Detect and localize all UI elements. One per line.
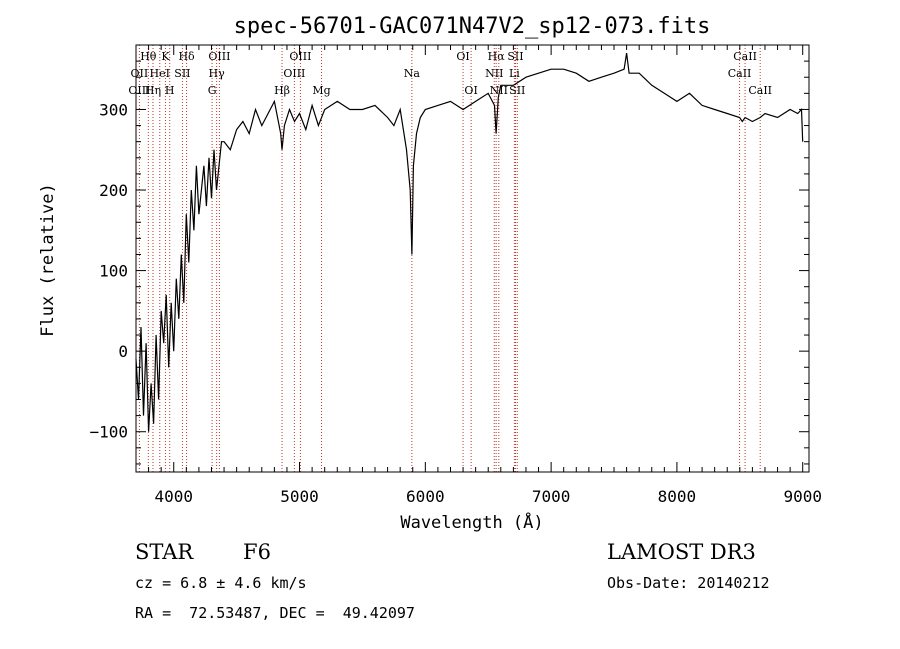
x-axis-label: Wavelength (Å) bbox=[400, 511, 543, 533]
line-marker-label: Hα bbox=[488, 50, 506, 63]
line-marker-label: OIII bbox=[283, 67, 305, 80]
flux-series-line bbox=[135, 53, 804, 432]
line-marker-label: CaII bbox=[748, 84, 772, 97]
line-marker-label: OII bbox=[131, 67, 149, 80]
y-tick-label: 300 bbox=[99, 100, 128, 119]
line-marker-label: Hη bbox=[145, 84, 161, 97]
line-marker-label: K bbox=[161, 50, 170, 63]
line-marker-label: SII bbox=[174, 67, 190, 80]
y-axis-label: Flux (relative) bbox=[38, 183, 58, 337]
y-tick-label: 100 bbox=[99, 262, 128, 281]
line-marker-label: CaII bbox=[733, 50, 757, 63]
coordinates: RA = 72.53487, DEC = 49.42097 bbox=[135, 604, 415, 622]
x-tick-label: 7000 bbox=[532, 487, 571, 506]
line-marker-label: Hθ bbox=[140, 50, 157, 63]
line-marker-label: NII bbox=[485, 67, 503, 80]
redshift-value: cz = 6.8 ± 4.6 km/s bbox=[135, 574, 307, 592]
line-marker-label: Li bbox=[509, 67, 520, 80]
y-tick-label: 0 bbox=[118, 342, 128, 361]
line-marker-label: NII bbox=[490, 84, 508, 97]
line-marker-label: OIII bbox=[289, 50, 311, 63]
line-marker-label: OI bbox=[464, 84, 477, 97]
line-marker-label: HeI bbox=[150, 67, 170, 80]
line-marker-label: OI bbox=[456, 50, 469, 63]
y-tick-label: −100 bbox=[89, 423, 128, 442]
line-marker-label: SII bbox=[507, 50, 523, 63]
x-tick-label: 8000 bbox=[658, 487, 697, 506]
line-marker-label: Na bbox=[404, 67, 421, 80]
line-markers: Hθ OII OIII K HeI Hη Hδ SII H OIII Hγ G OIII OIII Hβ Mg… bbox=[128, 45, 772, 472]
line-marker-label: CaII bbox=[728, 67, 752, 80]
survey-name: LAMOST DR3 bbox=[607, 540, 756, 564]
object-type: STAR bbox=[135, 540, 194, 564]
x-tick-label: 6000 bbox=[406, 487, 445, 506]
axis-ticks: 4000 5000 6000 7000 8000 9000 −100 0 100 200 300 bbox=[89, 44, 822, 506]
line-marker-label: Hβ bbox=[274, 84, 290, 97]
object-subclass: F6 bbox=[243, 540, 271, 564]
line-marker-label: Hγ bbox=[209, 67, 226, 80]
observation-date: Obs-Date: 20140212 bbox=[607, 574, 770, 592]
line-marker-label: OIII bbox=[128, 84, 150, 97]
line-marker-label: G bbox=[208, 84, 217, 97]
plot-frame bbox=[135, 44, 810, 473]
line-marker-label: Mg bbox=[312, 84, 330, 97]
chart-title: spec-56701-GAC071N47V2_sp12-073.fits bbox=[234, 14, 711, 39]
x-tick-label: 5000 bbox=[280, 487, 319, 506]
y-tick-label: 200 bbox=[99, 181, 128, 200]
line-marker-label: Hδ bbox=[178, 50, 195, 63]
x-tick-label: 4000 bbox=[154, 487, 193, 506]
line-marker-label: OIII bbox=[208, 50, 230, 63]
line-marker-label: H bbox=[165, 84, 175, 97]
line-marker-label: SII bbox=[509, 84, 525, 97]
x-tick-label: 9000 bbox=[783, 487, 822, 506]
